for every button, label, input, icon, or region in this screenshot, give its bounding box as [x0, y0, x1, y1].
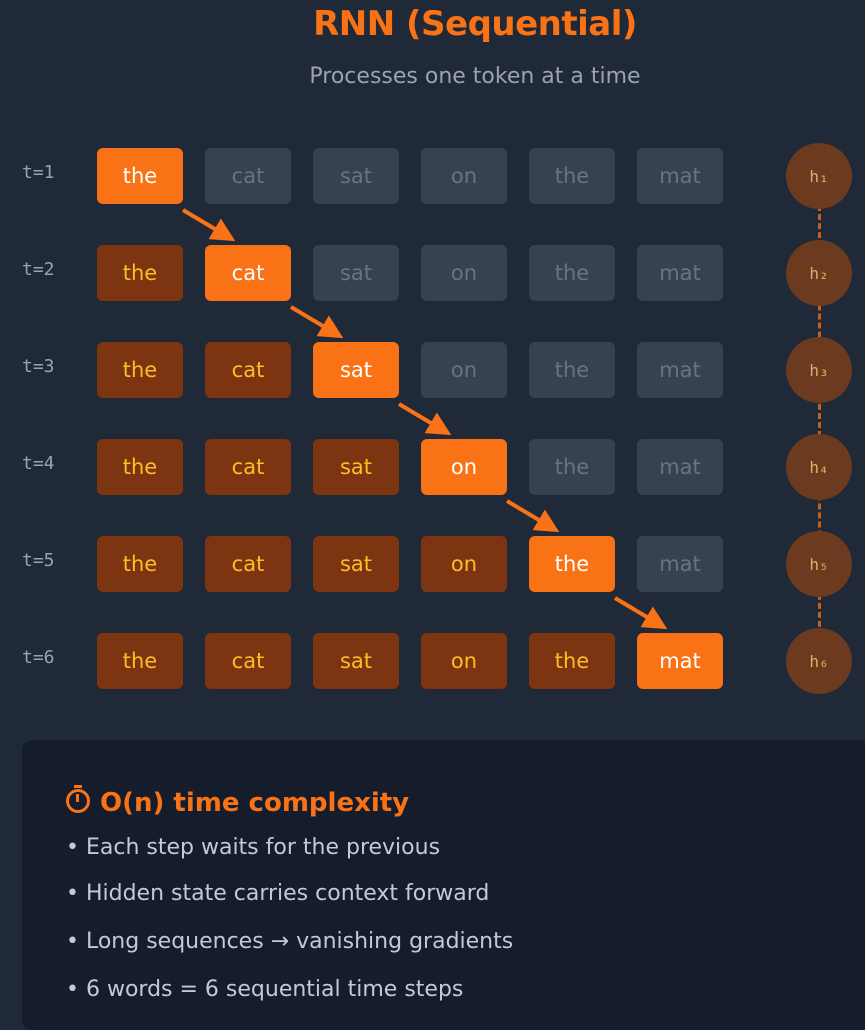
bullet-item: • Hidden state carries context forward [66, 881, 490, 906]
token-past: cat [205, 536, 291, 592]
time-step-label: t=5 [22, 550, 55, 571]
token-future: on [421, 342, 507, 398]
token-current: the [529, 536, 615, 592]
step-arrow [181, 208, 236, 242]
hidden-state-node: h₂ [786, 240, 852, 306]
token-past: on [421, 633, 507, 689]
token-current: sat [313, 342, 399, 398]
token-future: cat [205, 148, 291, 204]
bullet-item: • Long sequences → vanishing gradients [66, 929, 514, 954]
token-past: the [97, 439, 183, 495]
token-current: cat [205, 245, 291, 301]
diagram-subtitle: Processes one token at a time [309, 64, 641, 89]
hidden-state-node: h₆ [786, 628, 852, 694]
token-past: cat [205, 633, 291, 689]
token-future: mat [637, 245, 723, 301]
token-current: on [421, 439, 507, 495]
token-future: the [529, 439, 615, 495]
complexity-panel: O(n) time complexity • Each step waits f… [22, 740, 865, 1030]
hidden-state-node: h₁ [786, 143, 852, 209]
hidden-state-node: h₃ [786, 337, 852, 403]
token-future: mat [637, 439, 723, 495]
token-future: mat [637, 342, 723, 398]
token-past: the [97, 342, 183, 398]
token-past: the [97, 633, 183, 689]
token-future: the [529, 342, 615, 398]
step-arrow [613, 596, 668, 630]
token-past: sat [313, 536, 399, 592]
bullet-item: • 6 words = 6 sequential time steps [66, 977, 464, 1002]
time-step-label: t=4 [22, 453, 55, 474]
token-future: sat [313, 148, 399, 204]
token-future: on [421, 245, 507, 301]
step-arrow [505, 499, 560, 533]
token-past: sat [313, 439, 399, 495]
step-arrows [181, 208, 668, 630]
time-step-label: t=1 [22, 162, 55, 183]
token-future: mat [637, 536, 723, 592]
time-step-label: t=3 [22, 356, 55, 377]
diagram-title: RNN (Sequential) [313, 4, 637, 44]
token-current: mat [637, 633, 723, 689]
token-future: the [529, 148, 615, 204]
stopwatch-icon [66, 785, 90, 813]
panel-title: O(n) time complexity [66, 785, 410, 818]
step-arrow [397, 402, 452, 436]
token-current: the [97, 148, 183, 204]
token-past: cat [205, 342, 291, 398]
token-past: sat [313, 633, 399, 689]
hidden-state-node: h₄ [786, 434, 852, 500]
bullet-item: • Each step waits for the previous [66, 835, 441, 860]
token-past: the [97, 536, 183, 592]
token-past: the [97, 245, 183, 301]
token-past: cat [205, 439, 291, 495]
hidden-state-connector [818, 205, 821, 645]
hidden-state-node: h₅ [786, 531, 852, 597]
token-future: the [529, 245, 615, 301]
token-future: sat [313, 245, 399, 301]
token-past: on [421, 536, 507, 592]
token-future: mat [637, 148, 723, 204]
time-step-label: t=6 [22, 647, 55, 668]
panel-title-text: O(n) time complexity [100, 788, 410, 818]
token-future: on [421, 148, 507, 204]
step-arrow [289, 305, 344, 339]
token-past: the [529, 633, 615, 689]
time-step-label: t=2 [22, 259, 55, 280]
